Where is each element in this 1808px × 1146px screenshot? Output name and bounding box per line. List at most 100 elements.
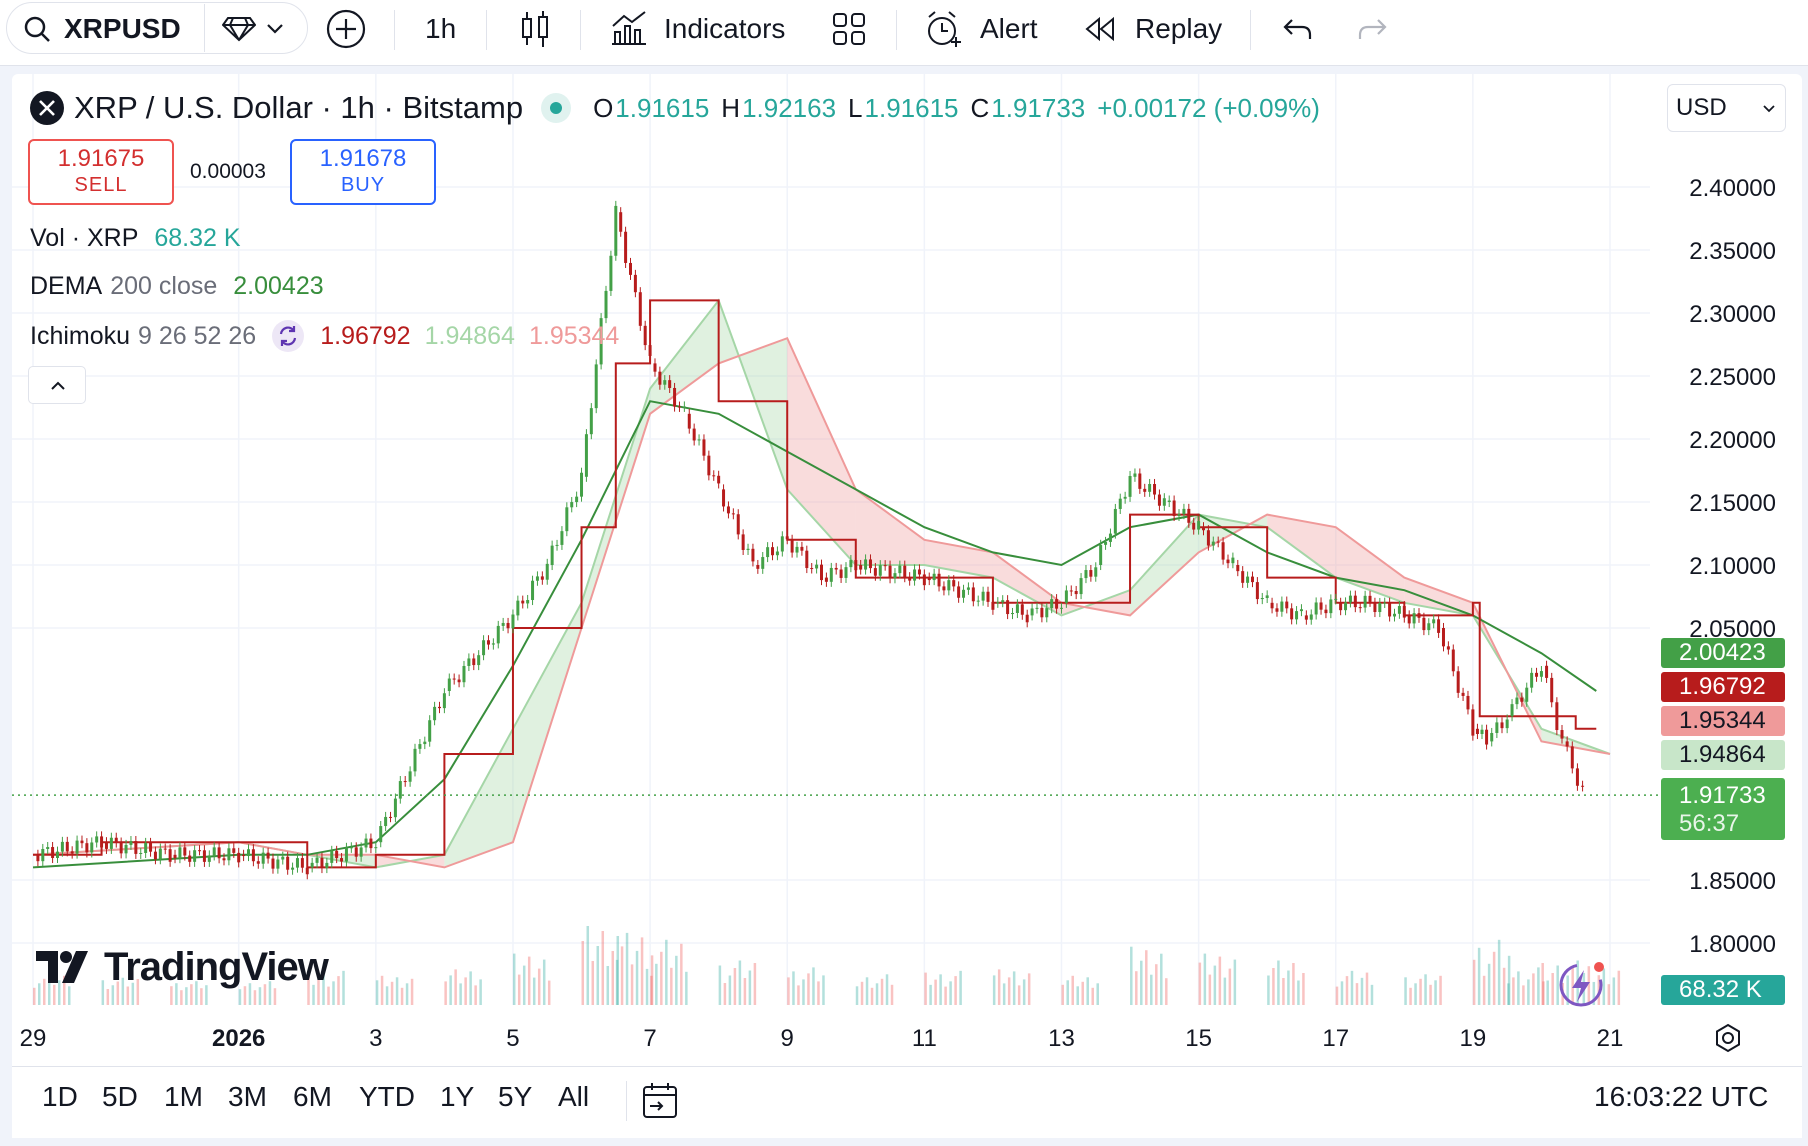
candle-body: [452, 678, 456, 680]
range-1m[interactable]: 1M: [164, 1081, 203, 1112]
indicators-icon[interactable]: [610, 0, 648, 58]
candle-body: [1050, 599, 1054, 609]
currency-select[interactable]: USD: [1667, 84, 1786, 132]
candle-body: [1241, 571, 1245, 583]
candle-body: [286, 856, 290, 870]
alert-icon[interactable]: [924, 0, 964, 58]
symbol-search[interactable]: [6, 2, 308, 54]
ichimoku-cloud: [1335, 527, 1405, 603]
candle-body: [584, 434, 588, 477]
candle-body: [1055, 599, 1059, 609]
candle-body: [908, 577, 912, 581]
volume-bar: [1355, 983, 1359, 1005]
replay-button[interactable]: Replay: [1135, 13, 1223, 44]
close-value: 1.91733: [991, 92, 1086, 123]
volume-bar: [342, 970, 345, 1005]
range-3m[interactable]: 3M: [228, 1081, 267, 1112]
range-1d[interactable]: 1D: [42, 1081, 78, 1112]
candle-body: [604, 290, 608, 319]
candle-body: [1295, 611, 1299, 620]
volume-bar: [812, 967, 815, 1005]
ichimoku-cloud: [1267, 514, 1336, 578]
sell-button[interactable]: 1.91675 SELL: [28, 139, 174, 205]
volume-bar: [1071, 975, 1074, 1005]
interval-button[interactable]: 1h: [425, 13, 457, 44]
add-symbol-icon[interactable]: [326, 0, 366, 58]
volume-bar: [949, 981, 952, 1005]
candle-body: [1187, 508, 1191, 523]
candle-body: [1402, 606, 1406, 618]
settings-gear-icon[interactable]: [1712, 1022, 1744, 1054]
range-5d[interactable]: 5D: [102, 1081, 138, 1112]
candle-body: [1581, 785, 1585, 787]
span-a-price-tag: 1.94864: [1661, 740, 1785, 770]
candle-body: [261, 852, 265, 864]
volume-bar: [263, 984, 267, 1005]
low-key: L: [848, 92, 863, 123]
dema-legend[interactable]: DEMA 200 close 2.00423: [30, 272, 324, 301]
search-icon[interactable]: [22, 0, 52, 58]
refresh-icon[interactable]: [272, 320, 305, 352]
replay-icon[interactable]: [1084, 0, 1116, 58]
ichimoku-legend[interactable]: Ichimoku 9 26 52 26 1.96792 1.94864 1.95…: [30, 320, 619, 352]
candle-body: [648, 345, 652, 356]
collapse-legend-button[interactable]: [28, 366, 86, 404]
go-to-date-icon[interactable]: [638, 1079, 682, 1123]
ichimoku-cloud: [512, 602, 582, 843]
utc-clock[interactable]: 16:03:22 UTC: [1594, 1081, 1769, 1112]
layout-grid-icon[interactable]: [832, 0, 866, 58]
candle-body: [736, 514, 740, 535]
candle-body: [1270, 602, 1274, 609]
volume-bar: [449, 975, 452, 1005]
range-all[interactable]: All: [558, 1081, 590, 1112]
candle-body: [168, 849, 172, 862]
candles-icon[interactable]: [520, 0, 550, 58]
gem-icon[interactable]: [222, 0, 256, 58]
ichimoku-cloud: [650, 300, 719, 414]
candle-body: [1089, 570, 1093, 577]
market-status-icon[interactable]: [541, 93, 572, 123]
candle-body: [1378, 602, 1382, 613]
buy-button[interactable]: 1.91678 BUY: [290, 139, 436, 205]
candle-body: [1216, 541, 1220, 543]
candle-body: [580, 472, 584, 497]
candle-body: [1074, 590, 1078, 595]
candle-body: [442, 693, 446, 709]
range-5y[interactable]: 5Y: [498, 1081, 533, 1112]
candle-body: [643, 325, 647, 346]
volume-bar: [1022, 979, 1026, 1005]
volume-bar: [327, 986, 330, 1005]
volume-bar: [1345, 976, 1349, 1005]
volume-legend[interactable]: Vol · XRP 68.32 K: [30, 224, 241, 253]
symbol-title[interactable]: XRP / U.S. Dollar · 1h · Bitstamp: [74, 90, 524, 125]
lightning-icon[interactable]: [1556, 960, 1606, 1010]
redo-icon[interactable]: [1358, 0, 1388, 58]
candle-body: [398, 781, 402, 799]
symbol-label[interactable]: XRPUSD: [64, 13, 181, 44]
ichimoku-cloud: [1404, 577, 1473, 616]
candle-body: [619, 212, 623, 232]
range-ytd[interactable]: YTD: [359, 1081, 415, 1112]
range-1y[interactable]: 1Y: [440, 1081, 475, 1112]
time-axis-label: 29: [20, 1025, 47, 1052]
chevron-down-icon[interactable]: [266, 0, 284, 58]
candle-body: [1108, 533, 1112, 542]
volume-bar: [645, 968, 649, 1005]
volume-bar: [464, 977, 467, 1005]
indicators-button[interactable]: Indicators: [664, 13, 786, 44]
candle-body: [418, 744, 422, 749]
chart-pane[interactable]: [12, 74, 1802, 1138]
volume-bar: [1213, 965, 1217, 1005]
volume-bar: [1497, 939, 1501, 1005]
volume-bar: [792, 971, 795, 1005]
volume-bar: [205, 985, 208, 1005]
alert-button[interactable]: Alert: [980, 13, 1038, 44]
undo-icon[interactable]: [1282, 0, 1312, 58]
candle-body: [423, 741, 427, 745]
candle-body: [403, 781, 407, 783]
tradingview-logo: TradingView: [36, 942, 329, 992]
candle-body: [1480, 729, 1484, 735]
range-6m[interactable]: 6M: [293, 1081, 332, 1112]
volume-bar: [479, 979, 482, 1005]
